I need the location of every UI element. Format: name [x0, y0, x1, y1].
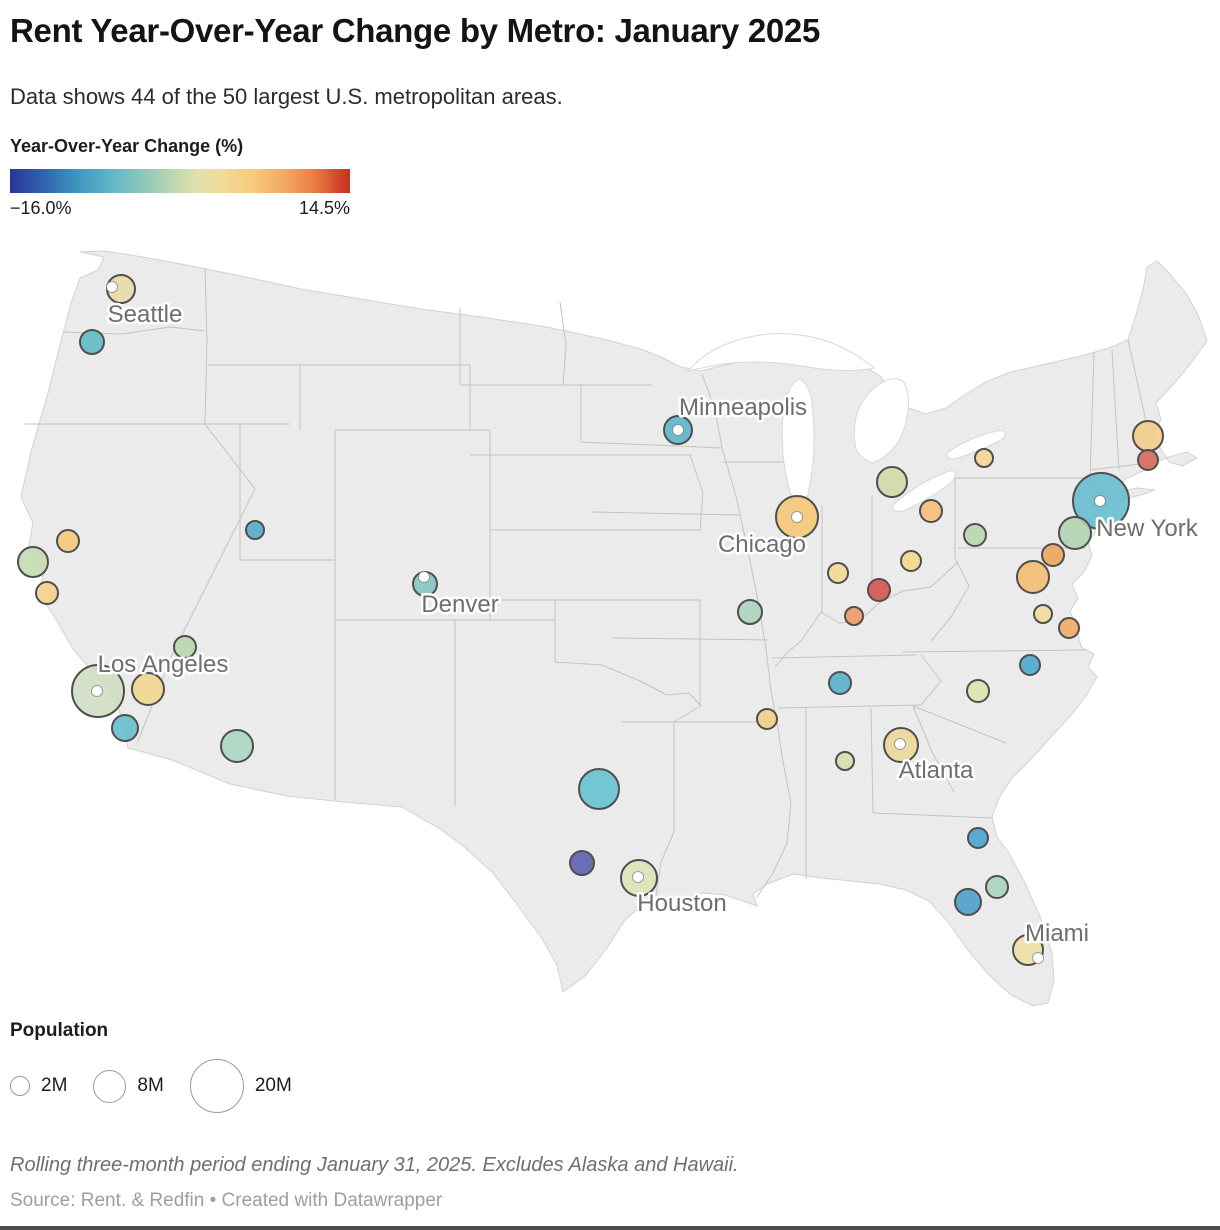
city-dots: [91, 281, 1106, 964]
metro-bubble-indianapolis[interactable]: [827, 562, 849, 584]
metro-bubble-boston[interactable]: [1132, 420, 1164, 452]
size-legend-circle-20m: [189, 1059, 244, 1113]
metro-bubble-pittsburgh[interactable]: [963, 523, 987, 547]
city-label-miami: Miami: [1025, 920, 1089, 947]
size-legend-circle-2m: [10, 1076, 30, 1096]
city-dot-houston: [632, 871, 644, 883]
city-label-chicago: Chicago: [718, 531, 806, 558]
size-legend-circles: 2M 8M 20M: [10, 1056, 318, 1116]
city-labels: Seattle Los Angeles Denver Minneapolis Houst…: [95, 299, 1201, 950]
metro-bubble-louisville[interactable]: [844, 606, 864, 626]
lake-erie: [892, 470, 956, 512]
chart-footnote: Rolling three-month period ending Januar…: [10, 1154, 739, 1176]
city-dot-new-york: [1094, 495, 1106, 507]
page-title: Rent Year-Over-Year Change by Metro: Jan…: [10, 12, 821, 49]
metro-bubble-nashville[interactable]: [828, 671, 852, 695]
metro-bubble-las-vegas[interactable]: [173, 635, 197, 659]
city-dot-atlanta: [894, 738, 906, 750]
metro-bubble-cincinnati[interactable]: [867, 578, 891, 602]
size-legend-label-20m: 20M: [254, 1075, 292, 1096]
city-dot-miami: [1032, 952, 1044, 964]
metro-bubble-memphis[interactable]: [756, 708, 778, 730]
color-legend-max: 14.5%: [298, 198, 350, 218]
size-legend-item-20m: 20M: [189, 1059, 292, 1113]
lake-huron: [853, 378, 909, 464]
metro-bubble-salt-lake-city[interactable]: [245, 520, 265, 540]
city-dot-minneapolis: [672, 424, 684, 436]
metro-bubble-phoenix[interactable]: [220, 729, 254, 763]
color-legend-title: Year-Over-Year Change (%): [10, 136, 244, 156]
us-map-svg: Seattle Los Angeles Denver Minneapolis Houst…: [17, 250, 1208, 1007]
map-land: [20, 250, 1208, 1007]
metro-bubble-san-jose[interactable]: [35, 581, 59, 605]
color-legend-min: −16.0%: [10, 198, 72, 218]
city-label-atlanta: Atlanta: [899, 757, 974, 784]
city-dot-denver: [418, 571, 430, 583]
size-legend: Population 2M 8M 20M: [10, 1020, 318, 1116]
metro-bubble-columbus[interactable]: [900, 550, 922, 572]
metro-bubble-philadelphia[interactable]: [1058, 516, 1092, 550]
metro-bubble-austin[interactable]: [569, 850, 595, 876]
metro-bubble-tampa[interactable]: [954, 888, 982, 916]
city-label-los-angeles: Los Angeles: [98, 651, 229, 678]
lake-superior: [686, 333, 876, 372]
metro-bubble-riverside[interactable]: [131, 672, 165, 706]
city-label-denver: Denver: [421, 591, 498, 618]
lower-48-outline: [20, 250, 1208, 1007]
color-legend: Year-Over-Year Change (%) −16.0% 14.5%: [10, 136, 350, 219]
metro-bubble-orlando[interactable]: [985, 875, 1009, 899]
size-legend-label-2m: 2M: [41, 1075, 68, 1096]
metro-bubble-raleigh[interactable]: [1019, 654, 1041, 676]
chart-subtitle: Data shows 44 of the 50 largest U.S. met…: [10, 84, 563, 109]
metro-bubble-cleveland[interactable]: [919, 499, 943, 523]
metro-bubble-buffalo[interactable]: [974, 448, 994, 468]
metro-bubble-jacksonville[interactable]: [967, 827, 989, 849]
metro-bubble-detroit[interactable]: [876, 466, 908, 498]
metro-bubble-st-louis[interactable]: [737, 599, 763, 625]
metro-bubble-richmond[interactable]: [1033, 604, 1053, 624]
metro-bubble-dallas[interactable]: [578, 768, 620, 810]
city-dot-chicago: [791, 511, 803, 523]
size-legend-item-2m: 2M: [10, 1075, 67, 1097]
lake-ontario: [946, 430, 1006, 460]
color-legend-ticks: −16.0% 14.5%: [10, 198, 350, 219]
metro-bubble-san-francisco[interactable]: [17, 546, 49, 578]
metro-bubble-providence[interactable]: [1137, 449, 1159, 471]
chart-source: Source: Rent. & Redfin • Created with Da…: [10, 1190, 443, 1211]
metro-bubble-virginia-beach[interactable]: [1058, 617, 1080, 639]
city-dot-seattle: [106, 281, 118, 293]
bottom-bar: [0, 1226, 1220, 1230]
city-label-new-york: New York: [1096, 515, 1198, 542]
metro-bubble-baltimore[interactable]: [1041, 543, 1065, 567]
size-legend-label-8m: 8M: [137, 1075, 164, 1096]
size-legend-circle-8m: [93, 1069, 127, 1103]
size-legend-item-8m: 8M: [93, 1069, 164, 1103]
us-map: Seattle Los Angeles Denver Minneapolis Houst…: [0, 240, 1220, 1020]
metro-bubble-sacramento[interactable]: [56, 529, 80, 553]
metro-bubble-birmingham[interactable]: [835, 751, 855, 771]
color-gradient-bar: [10, 169, 350, 193]
metro-bubble-portland[interactable]: [79, 329, 105, 355]
size-legend-title: Population: [10, 1020, 109, 1041]
city-label-seattle: Seattle: [108, 301, 183, 328]
city-dot-los-angeles: [91, 685, 103, 697]
metro-bubble-san-diego[interactable]: [111, 714, 139, 742]
metro-bubble-washington-d-c[interactable]: [1016, 560, 1050, 594]
city-label-houston: Houston: [637, 890, 726, 917]
city-label-minneapolis: Minneapolis: [679, 394, 807, 421]
metro-bubble-charlotte[interactable]: [966, 679, 990, 703]
great-lakes: [686, 333, 1006, 512]
